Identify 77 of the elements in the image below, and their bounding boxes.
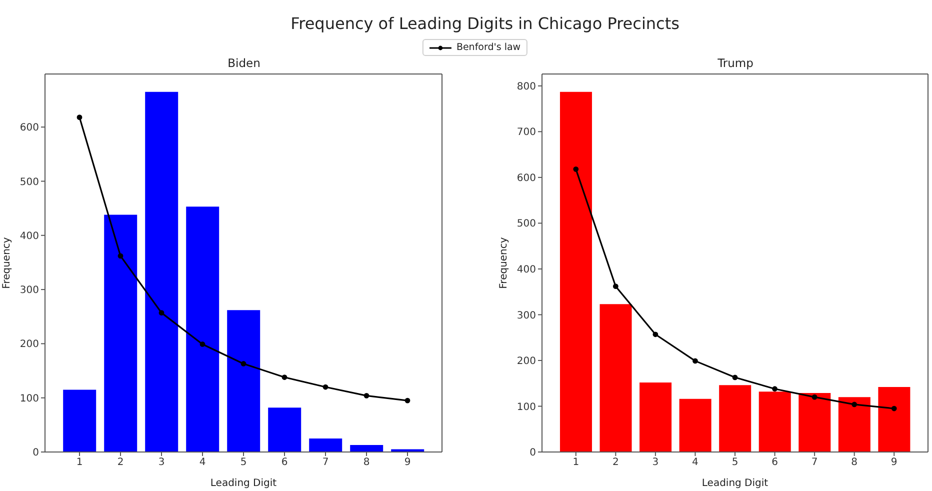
x-tick-label: 2 — [117, 457, 124, 468]
point — [652, 332, 658, 338]
bar — [878, 387, 910, 452]
x-tick-label: 2 — [612, 457, 619, 468]
y-tick-label: 700 — [516, 127, 536, 138]
bar — [838, 397, 870, 452]
point — [200, 342, 206, 347]
point — [364, 392, 370, 398]
point — [692, 358, 698, 364]
y-axis-title: Frequency — [2, 237, 13, 289]
x-tick-label: 5 — [732, 457, 738, 468]
x-tick-label: 7 — [322, 457, 329, 468]
text: Frequency of Leading Digits in Chicago Precincts — [290, 14, 680, 33]
point — [732, 374, 738, 380]
bar — [560, 92, 592, 452]
x-tick-label: 4 — [199, 457, 206, 468]
y-tick-label: 800 — [516, 81, 536, 92]
x-axis-title: Leading Digit — [210, 478, 277, 489]
bar — [309, 438, 342, 452]
point — [240, 361, 246, 366]
point — [772, 386, 778, 392]
bar — [268, 408, 302, 452]
bar — [350, 444, 384, 452]
y-tick-label: 100 — [516, 402, 536, 413]
x-tick-label: 8 — [363, 457, 370, 468]
y-tick-label: 300 — [516, 310, 536, 322]
bar — [227, 310, 260, 452]
y-tick-label: 400 — [20, 230, 39, 242]
x-tick-label: 4 — [692, 457, 698, 468]
point — [812, 394, 818, 400]
x-tick-label: 9 — [890, 457, 898, 468]
x-tick-label: 9 — [404, 457, 411, 468]
chart-subtitle: Trump — [716, 56, 754, 70]
bar — [145, 92, 178, 452]
bar — [679, 398, 712, 452]
x-tick-label: 1 — [572, 457, 580, 468]
y-tick-label: 200 — [20, 339, 39, 350]
point — [404, 398, 410, 404]
bar — [798, 392, 831, 452]
point — [852, 402, 858, 408]
y-tick-label: 0 — [32, 448, 39, 459]
y-tick-label: 300 — [20, 285, 39, 296]
x-tick-label: 3 — [158, 457, 165, 468]
x-tick-label: 5 — [240, 457, 247, 468]
bar — [104, 214, 138, 452]
x-axis-title: Leading Digit — [702, 478, 768, 489]
legend-label: Benford's law — [456, 42, 521, 53]
point — [158, 310, 164, 316]
y-tick-label: 400 — [516, 264, 536, 276]
y-tick-label: 600 — [20, 122, 39, 134]
y-tick-label: 500 — [516, 218, 536, 230]
x-tick-label: 8 — [851, 457, 858, 468]
point — [118, 253, 124, 259]
bar — [63, 390, 96, 452]
y-tick-label: 500 — [20, 176, 39, 188]
x-tick-label: 7 — [811, 457, 818, 468]
point — [573, 166, 579, 172]
x-tick-label: 3 — [652, 457, 659, 468]
x-tick-label: 6 — [281, 457, 288, 468]
bar — [640, 382, 672, 452]
y-tick-label: 100 — [20, 393, 39, 404]
point — [282, 374, 288, 380]
x-tick-label: 1 — [76, 457, 83, 468]
point — [612, 284, 618, 290]
bar — [758, 392, 791, 452]
point — [891, 406, 897, 412]
y-tick-label: 200 — [516, 356, 536, 368]
bar — [186, 206, 220, 452]
chart-subtitle: Biden — [226, 56, 262, 70]
y-tick-label: 0 — [530, 448, 536, 459]
point — [76, 114, 82, 120]
y-tick-label: 600 — [516, 172, 536, 184]
point — [322, 384, 328, 390]
x-tick-label: 6 — [772, 457, 778, 468]
y-axis-title: Frequency — [498, 237, 510, 289]
bar — [719, 385, 752, 452]
bar — [600, 304, 632, 452]
